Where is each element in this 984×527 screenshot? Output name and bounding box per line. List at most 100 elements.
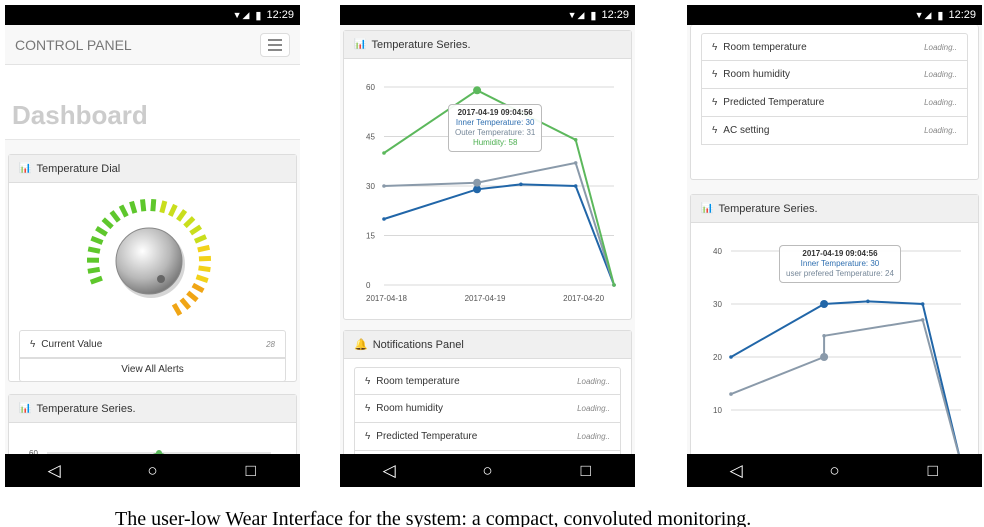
battery-icon: ▮ <box>937 9 944 22</box>
list-item[interactable]: ϟ Predicted Temperature Loading.. <box>354 423 621 451</box>
back-icon[interactable]: ◁ <box>47 460 61 480</box>
y-tick-label: 60 <box>366 83 375 92</box>
bolt-icon: ϟ <box>712 125 718 136</box>
item-status: Loading.. <box>924 126 957 135</box>
dial-tick <box>109 210 121 223</box>
recents-icon[interactable]: □ <box>927 460 938 480</box>
bolt-icon: ϟ <box>712 69 718 80</box>
list-item[interactable]: ϟ AC setting Loading.. <box>701 117 968 145</box>
series-line <box>730 318 960 454</box>
bolt-icon: ϟ <box>365 431 371 442</box>
dial-tick <box>89 275 103 285</box>
tooltip-outer-temp: Outer Temperature: 31 <box>455 128 536 137</box>
list-item[interactable]: ϟ Room humidity Loading.. <box>354 395 621 423</box>
dial-tick <box>129 200 138 214</box>
list-item[interactable]: ϟ Room humidity Loading.. <box>701 61 968 89</box>
bell-icon: 🔔 <box>354 339 368 351</box>
bar-chart-icon: 📊 <box>19 403 32 414</box>
phone-screen-dashboard: ▼◢ ▮ 12:29 CONTROL PANEL Dashboard 📊 Tem… <box>5 5 300 487</box>
dial-tick <box>87 246 101 254</box>
item-label: Room humidity <box>376 403 443 414</box>
panel-title: Temperature Dial <box>36 162 121 175</box>
list-item[interactable]: ϟ Room temperature Loading.. <box>701 33 968 61</box>
notifications-panel: 🔔 Notifications Panel ϟ Room temperature … <box>343 330 632 454</box>
recents-icon[interactable]: □ <box>245 460 256 480</box>
data-point <box>519 182 523 187</box>
dial-tick <box>179 297 192 310</box>
notification-list: ϟ Room temperature Loading.. ϟ Room humidi… <box>691 25 978 153</box>
temperature-series-panel: 📊 Temperature Series. 0 15 30 45 60 2017-04-1… <box>343 30 632 320</box>
battery-icon: ▮ <box>255 9 262 22</box>
item-label: Predicted Temperature <box>376 431 478 442</box>
signal-icon: ▼◢ <box>914 9 933 20</box>
dial-tick <box>90 235 104 245</box>
list-item[interactable]: ϟAC setting Loading.. <box>354 451 621 454</box>
menu-icon[interactable] <box>260 32 290 57</box>
bolt-icon: ϟ <box>365 403 371 414</box>
current-value: 28 <box>266 339 275 349</box>
tooltip-humidity: Humidity: 58 <box>472 138 518 147</box>
panel-heading: 📊 Temperature Series. <box>344 31 631 59</box>
dial-tick <box>183 216 196 229</box>
dial-tick <box>87 266 101 274</box>
x-tick-label: 2017-04-19 <box>465 294 506 303</box>
dial-knob <box>115 227 183 295</box>
android-nav-bar: ◁ ○ □ <box>340 454 635 487</box>
bolt-icon: ϟ <box>30 338 36 350</box>
y-tick-label: 20 <box>713 353 722 362</box>
data-point <box>822 334 826 338</box>
data-point <box>156 450 162 454</box>
signal-icon: ▼◢ <box>232 9 251 20</box>
dial-tick <box>198 265 211 273</box>
clock: 12:29 <box>601 9 629 21</box>
item-label: AC setting <box>723 125 770 136</box>
item-status: Loading.. <box>577 404 610 413</box>
temperature-series-chart[interactable]: 0 15 30 45 60 2017-04-18 2017-04-19 2017-04-20 <box>344 59 631 319</box>
panel-title: Temperature Series. <box>36 402 136 415</box>
back-icon[interactable]: ◁ <box>729 460 743 480</box>
panel-title: Notifications Panel <box>372 338 464 351</box>
page-title: Dashboard <box>5 65 300 140</box>
home-icon[interactable]: ○ <box>147 460 158 480</box>
data-point <box>382 151 386 155</box>
dial-tick <box>186 290 199 303</box>
y-tick-label: 40 <box>713 247 722 256</box>
data-point <box>920 318 925 322</box>
status-bar: ▼◢ ▮ 12:29 <box>5 5 300 25</box>
temperature-dial[interactable] <box>9 183 296 325</box>
bar-chart-icon: 📊 <box>701 203 714 214</box>
item-label: Predicted Temperature <box>723 97 825 108</box>
view-all-alerts-button[interactable]: View All Alerts <box>19 358 286 382</box>
data-point <box>866 299 870 304</box>
home-icon[interactable]: ○ <box>829 460 840 480</box>
bolt-icon: ϟ <box>712 97 718 108</box>
x-tick-label: 2017-04-20 <box>563 294 604 303</box>
dial-tick <box>198 255 212 262</box>
battery-icon: ▮ <box>590 9 597 22</box>
current-value-row: ϟ Current Value 28 <box>19 330 286 358</box>
signal-icon: ▼◢ <box>567 9 586 20</box>
list-item[interactable]: ϟ Room temperature Loading.. <box>354 367 621 395</box>
panel-heading: 📊 Temperature Series. <box>691 195 978 223</box>
dial-tick <box>176 209 188 222</box>
phone-screen-series: ▼◢ ▮ 12:29 📊 Temperature Series. 0 15 30 45… <box>340 5 635 487</box>
y-tick-label: 0 <box>366 281 371 290</box>
recents-icon[interactable]: □ <box>580 460 591 480</box>
y-tick-label: 45 <box>366 133 375 142</box>
panel-heading: 📊 Temperature Series. <box>9 395 296 423</box>
temperature-series-panel: 📊 Temperature Series. 60 2017-04-19 09:0… <box>8 394 297 454</box>
item-status: Loading.. <box>924 98 957 107</box>
temperature-dial-panel: 📊 Temperature Dial ϟ Current Value 28 Vi… <box>8 154 297 382</box>
list-item[interactable]: ϟ Predicted Temperature Loading.. <box>701 89 968 117</box>
dial-tick <box>95 226 108 237</box>
back-icon[interactable]: ◁ <box>382 460 396 480</box>
panel-heading: 🔔 Notifications Panel <box>344 331 631 359</box>
dial-tick <box>101 217 114 230</box>
bar-chart-icon: 📊 <box>19 163 32 174</box>
panel-title: Temperature Series. <box>371 38 471 51</box>
home-icon[interactable]: ○ <box>482 460 493 480</box>
dial-tick <box>118 204 129 218</box>
item-label: Room humidity <box>723 69 790 80</box>
series-line <box>383 183 615 286</box>
data-point <box>382 184 386 188</box>
